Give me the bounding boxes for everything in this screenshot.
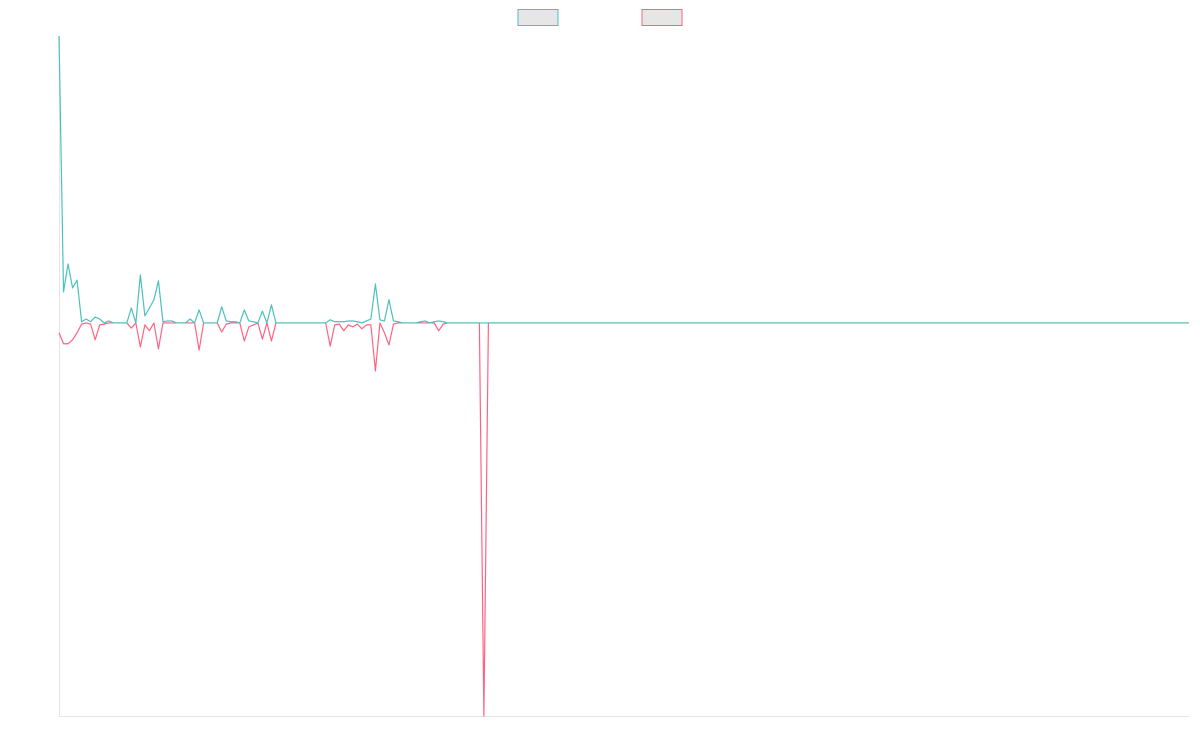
legend-swatch (517, 9, 559, 26)
legend-swatch (641, 9, 683, 26)
line-series (58, 322, 1189, 717)
line-series (58, 35, 1189, 324)
